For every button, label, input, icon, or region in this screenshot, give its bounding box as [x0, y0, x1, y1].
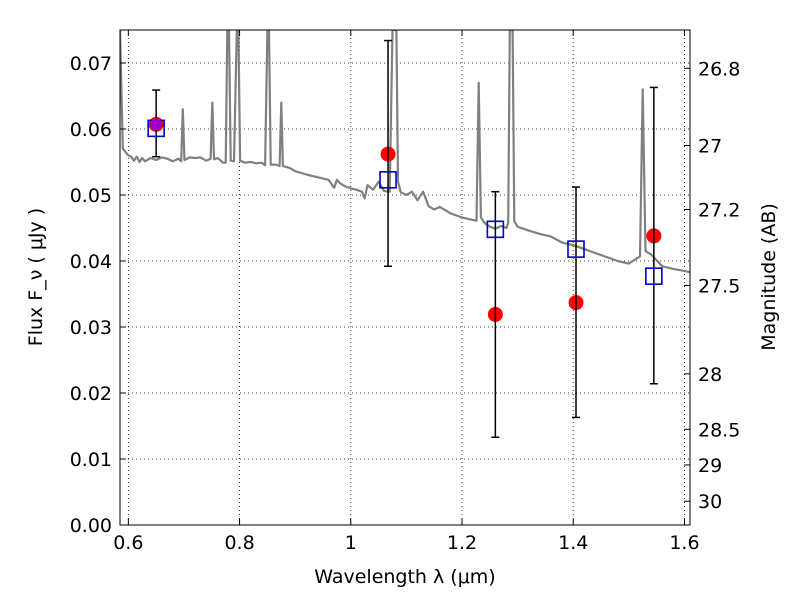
- right-axis-label: Magnitude (AB): [758, 203, 780, 351]
- x-tick-label: 0.8: [224, 532, 254, 554]
- y-tick-label: 0.06: [70, 119, 112, 141]
- magnitude-tick-label: 28.5: [698, 419, 740, 441]
- y-tick-label: 0.05: [70, 185, 112, 207]
- x-tick-label: 1.6: [669, 532, 699, 554]
- y-tick-label: 0.01: [70, 449, 112, 471]
- y-tick-label: 0.00: [70, 515, 112, 537]
- y-tick-label: 0.02: [70, 383, 112, 405]
- magnitude-tick-label: 28: [698, 364, 722, 386]
- magnitude-tick-label: 29: [698, 455, 722, 477]
- x-tick-label: 1: [345, 532, 357, 554]
- magnitude-tick-label: 26.8: [698, 58, 740, 80]
- y-tick-label: 0.07: [70, 53, 112, 75]
- plot-background: [120, 30, 690, 525]
- y-tick-label: 0.04: [70, 251, 112, 273]
- x-tick-label: 1.4: [558, 532, 588, 554]
- x-tick-label: 0.6: [113, 532, 143, 554]
- magnitude-tick-label: 27.5: [698, 275, 740, 297]
- spectrum-line: [120, 30, 690, 274]
- y-axis-label: Flux F_ν ( μJy ): [25, 208, 47, 346]
- magnitude-tick-label: 30: [698, 491, 722, 513]
- magnitude-tick-label: 27: [698, 136, 722, 158]
- x-tick-label: 1.2: [447, 532, 477, 554]
- magnitude-tick-label: 27.2: [698, 200, 740, 222]
- x-axis-label: Wavelength λ (μm): [314, 566, 495, 588]
- spectrum-layer: [120, 30, 690, 274]
- blue-square-point: [486, 220, 505, 239]
- blue-square-point: [645, 267, 663, 285]
- blue-square-point: [567, 240, 585, 258]
- y-tick-label: 0.03: [70, 317, 112, 339]
- plot-frame: [119, 29, 691, 526]
- overlap-data-point: [150, 118, 163, 131]
- axis-ticks: 0.6 0.8 1 1.2 1.4 1.6 0.00 0.01 0.02 0.03 0.04 0.05…: [70, 30, 740, 554]
- blue-square-point: [379, 171, 397, 189]
- marker-layer: [147, 39, 663, 438]
